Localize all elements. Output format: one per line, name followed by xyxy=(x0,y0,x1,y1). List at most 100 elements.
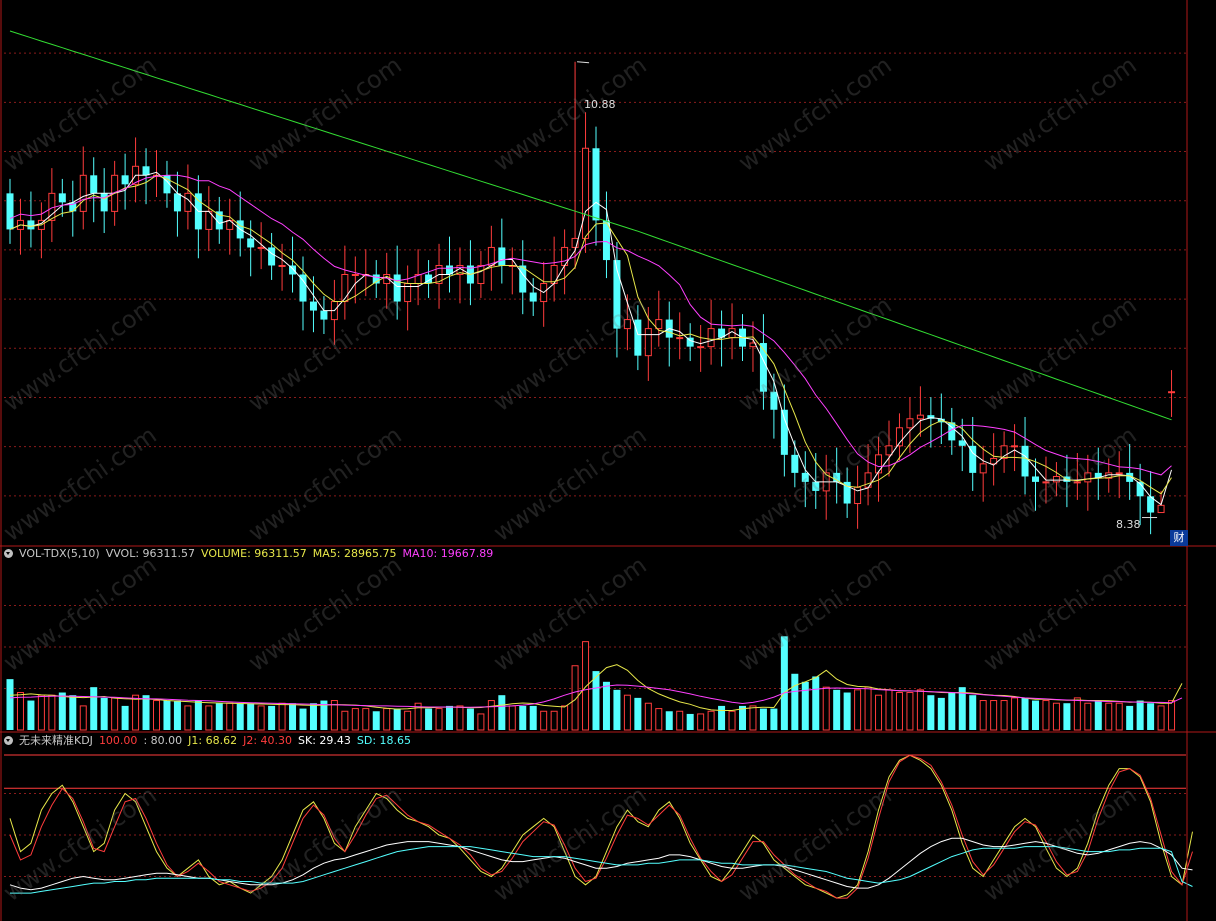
volume-bar xyxy=(194,700,202,730)
candle-body xyxy=(278,264,286,267)
volume-bar xyxy=(330,700,338,731)
volume-bar xyxy=(1136,700,1144,730)
volume-bar xyxy=(916,689,924,731)
volume-bar xyxy=(100,697,108,730)
kdj-j2: J2: 40.30 xyxy=(243,734,293,747)
candle-body xyxy=(1073,481,1081,484)
candle-body xyxy=(142,166,150,176)
volume-bar xyxy=(69,695,77,730)
volume-bar xyxy=(1042,700,1050,731)
vol-vvol: VVOL: 96311.57 xyxy=(105,547,196,560)
volume-bar xyxy=(602,681,610,730)
ma5-line xyxy=(9,174,1172,495)
volume-bar xyxy=(393,708,401,730)
volume-bar xyxy=(466,708,474,730)
candle-body xyxy=(268,247,276,266)
volume-bar xyxy=(739,705,746,730)
high-price-label: 10.88 xyxy=(584,98,616,111)
volume-bar xyxy=(268,705,276,730)
volume-bar xyxy=(1147,703,1155,730)
candle-body xyxy=(1147,496,1155,513)
candle-body xyxy=(1032,476,1039,482)
volume-bar xyxy=(456,705,464,731)
vol-ma10-line xyxy=(9,684,1183,708)
volume-bar xyxy=(1011,697,1019,731)
vol-panel-header: VOL-TDX(5,10) VVOL: 96311.57 VOLUME: 96311… xyxy=(4,546,499,562)
candle-body xyxy=(1021,445,1029,477)
volume-bar xyxy=(937,697,945,730)
volume-bar xyxy=(320,700,328,730)
volume-bar xyxy=(728,710,736,731)
candle-body xyxy=(519,265,527,293)
candle-body xyxy=(697,346,705,349)
panel-menu-icon[interactable] xyxy=(4,549,13,558)
candle-body xyxy=(634,319,642,356)
volume-bar xyxy=(37,694,45,731)
volume-bar xyxy=(686,713,694,730)
candle-body xyxy=(1084,472,1092,483)
panel-menu-icon[interactable] xyxy=(4,736,13,745)
kdj-indicator-name[interactable]: 无未来精准KDJ xyxy=(19,734,93,747)
volume-bar xyxy=(498,695,506,730)
candle-body xyxy=(320,310,328,320)
volume-bar xyxy=(519,705,527,730)
candle-body xyxy=(885,445,893,456)
candle-body xyxy=(341,274,349,303)
candle-body xyxy=(27,220,35,230)
volume-bar xyxy=(812,676,820,730)
candle-body xyxy=(916,414,924,420)
volume-bar xyxy=(1115,702,1123,731)
volume-bar xyxy=(1168,700,1176,731)
candle-body xyxy=(247,238,255,248)
high-arrow xyxy=(577,61,590,64)
volume-bar xyxy=(372,711,380,730)
volume-bar xyxy=(582,641,590,731)
vol-volume: VOLUME: 96311.57 xyxy=(201,547,307,560)
volume-bar xyxy=(749,705,757,731)
candle-body xyxy=(602,220,610,261)
volume-bar xyxy=(770,708,778,730)
volume-bar xyxy=(707,710,715,731)
candle-body xyxy=(372,274,380,284)
candle-body xyxy=(718,328,726,338)
candle-body xyxy=(833,472,841,482)
volume-bar xyxy=(1032,700,1039,730)
volume-bar xyxy=(623,694,631,731)
finance-badge[interactable]: 财 xyxy=(1170,530,1188,546)
volume-bar xyxy=(142,695,150,730)
candle-body xyxy=(215,211,223,230)
candle-body xyxy=(58,193,66,203)
volume-bar xyxy=(6,679,14,730)
volume-bar xyxy=(979,700,987,731)
volume-bar xyxy=(79,705,87,731)
volume-bar xyxy=(257,705,265,731)
candle-body xyxy=(1115,472,1123,475)
volume-bar xyxy=(759,708,767,730)
candle-body xyxy=(906,418,914,429)
candle-body xyxy=(121,175,129,185)
volume-bar xyxy=(236,703,244,730)
volume-bar xyxy=(90,687,98,730)
candle-body xyxy=(498,247,506,266)
volume-bars xyxy=(6,636,1176,731)
volume-bar xyxy=(435,708,443,731)
vol-indicator-name[interactable]: VOL-TDX(5,10) xyxy=(19,547,100,560)
volume-bar xyxy=(697,713,705,731)
ma-short-line xyxy=(9,171,1172,506)
candle-body xyxy=(299,274,307,302)
candle-body xyxy=(100,193,108,212)
volume-bar xyxy=(163,700,171,730)
candle-body xyxy=(759,343,767,392)
volume-bar xyxy=(351,708,359,731)
volume-bar xyxy=(383,708,391,731)
kdj-j1: J1: 68.62 xyxy=(188,734,238,747)
candle-body xyxy=(1157,504,1165,514)
volume-bar xyxy=(833,689,841,730)
volume-bar xyxy=(885,689,893,731)
volume-bar xyxy=(854,689,862,731)
volume-bar xyxy=(822,686,830,731)
volume-bar xyxy=(226,702,234,731)
vol-ma5: MA5: 28965.75 xyxy=(312,547,397,560)
